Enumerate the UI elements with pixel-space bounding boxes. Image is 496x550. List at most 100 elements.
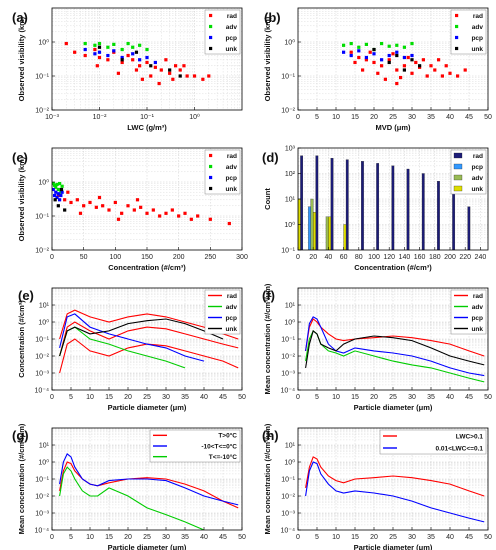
- legend-label: 0.01<LWC<=0.1: [435, 445, 483, 452]
- point-rad: [107, 208, 111, 212]
- point-pcp: [52, 187, 55, 192]
- point-rad: [135, 198, 140, 202]
- legend-label: rad: [227, 293, 237, 300]
- point-unk: [395, 53, 399, 58]
- x-tick-label: 35: [427, 394, 435, 401]
- point-rad: [63, 198, 67, 202]
- point-pcp: [380, 58, 384, 62]
- y-tick-label: 10⁻³: [35, 511, 49, 518]
- legend-label: T<=-10°C: [209, 453, 238, 461]
- legend-box: [379, 429, 487, 455]
- panel-h: 10⁻⁴ 10⁻³ 10⁻² 10⁻¹ 10⁰ 10¹ 0 5 10 15 20 25 30 35 40 45…: [262, 423, 492, 550]
- bar-rad: [406, 168, 410, 250]
- point-pcp: [349, 53, 353, 58]
- y-tick-label: 10⁻¹: [35, 337, 49, 344]
- series-line-0.01<LWC<=0.1: [305, 461, 485, 523]
- x-axis-label: Concentration (#/cm³): [354, 263, 432, 272]
- point-rad: [353, 60, 357, 65]
- series-line-unk: [59, 318, 224, 357]
- point-rad: [208, 217, 212, 221]
- legend-marker: [209, 164, 213, 169]
- point-rad: [433, 68, 437, 72]
- point-rad: [158, 214, 162, 218]
- point-pcp: [52, 193, 57, 198]
- x-tick-label: 50: [80, 254, 88, 261]
- series-line-T<=-10°C: [59, 466, 205, 530]
- point-pcp: [58, 198, 62, 202]
- panel-label: (g): [12, 428, 29, 443]
- point-rad: [395, 81, 399, 86]
- x-tick-label: 15: [351, 114, 359, 121]
- data-marks: [52, 181, 231, 226]
- point-rad: [170, 208, 174, 212]
- point-pcp: [410, 53, 414, 58]
- x-tick-label: 0: [296, 394, 300, 401]
- x-tick-label: 35: [427, 534, 435, 541]
- point-rad: [120, 60, 124, 65]
- y-axis-label: Observed visibility (km): [17, 156, 26, 241]
- y-tick-label: 10⁻³: [281, 371, 295, 378]
- x-axis-label: Particle diameter (μm): [108, 403, 187, 412]
- x-tick-label: 5: [315, 534, 319, 541]
- point-rad: [116, 217, 121, 221]
- legend-box: [204, 149, 241, 195]
- y-tick-label: 10⁻²: [281, 494, 295, 501]
- x-tick-label: 50: [238, 394, 246, 401]
- x-tick-label: 300: [236, 254, 248, 261]
- point-rad: [101, 204, 105, 208]
- point-rad: [414, 60, 418, 65]
- point-rad: [399, 75, 403, 80]
- legend: T>0°C -10<T<=0°C T<=-10°C: [149, 429, 241, 463]
- y-axis-label: Count: [263, 188, 272, 210]
- x-tick-label: 15: [351, 394, 359, 401]
- y-axis-label: Mean concentration (#/cm³/μm): [263, 283, 272, 394]
- point-unk: [387, 60, 391, 65]
- bar-rad: [330, 157, 334, 250]
- y-tick-label: 10⁻³: [35, 371, 49, 378]
- y-tick-label: 10⁻¹: [35, 477, 49, 484]
- point-rad: [173, 64, 178, 68]
- x-tick-label: 25: [143, 534, 151, 541]
- x-tick-label: 45: [465, 114, 473, 121]
- x-tick-label: 120: [383, 254, 395, 261]
- point-unk: [168, 68, 172, 72]
- x-tick-label: 10: [86, 394, 94, 401]
- legend-marker: [455, 35, 459, 40]
- y-tick-label: 10⁻¹: [35, 214, 49, 221]
- y-tick-label: 10³: [285, 146, 296, 153]
- point-rad: [113, 200, 117, 205]
- point-adv: [83, 41, 87, 46]
- point-rad: [134, 68, 139, 72]
- legend-marker: [453, 185, 463, 192]
- x-tick-label: 20: [124, 534, 132, 541]
- y-tick-label: 10⁻⁴: [281, 528, 296, 535]
- x-tick-label: 50: [484, 394, 492, 401]
- legend-label: pcp: [471, 35, 483, 42]
- point-rad: [421, 58, 425, 62]
- point-unk: [97, 45, 102, 49]
- point-unk: [418, 64, 422, 68]
- x-tick-label: 25: [143, 394, 151, 401]
- bar-rad: [300, 155, 304, 250]
- legend-label: pcp: [471, 164, 483, 171]
- series-line-pcp: [59, 313, 205, 362]
- point-adv: [410, 41, 414, 46]
- point-adv: [54, 185, 58, 189]
- y-tick-label: 10¹: [39, 303, 50, 310]
- point-adv: [138, 43, 142, 47]
- y-tick-label: 10⁰: [284, 221, 295, 229]
- panel-label: (h): [262, 428, 279, 443]
- legend: rad pcp adv unk: [450, 149, 487, 195]
- legend-label: unk: [471, 186, 483, 193]
- point-pcp: [112, 49, 116, 53]
- point-adv: [380, 41, 384, 46]
- legend-label: unk: [471, 326, 483, 333]
- point-unk: [53, 198, 57, 202]
- point-pcp: [83, 47, 87, 52]
- legend-marker: [209, 186, 213, 191]
- y-tick-label: 10¹: [39, 443, 50, 450]
- x-tick-label: 15: [105, 394, 113, 401]
- bar-rad: [452, 191, 456, 250]
- point-adv: [126, 41, 130, 46]
- point-adv: [145, 47, 149, 52]
